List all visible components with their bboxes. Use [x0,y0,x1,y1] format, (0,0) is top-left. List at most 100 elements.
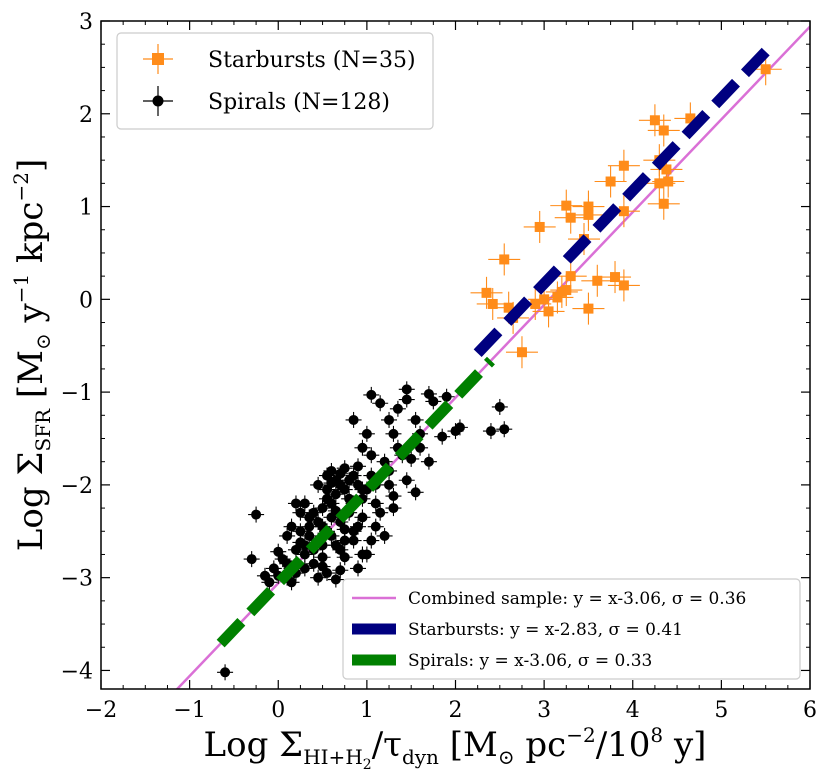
circle-marker [366,450,377,461]
y-tick-label: 3 [79,10,93,35]
spirals-point [367,518,384,535]
circle-marker [304,521,315,532]
spirals-point [350,560,367,577]
spirals-point [336,460,353,477]
circle-marker [450,426,461,437]
circle-marker [286,521,297,532]
circle-marker [246,554,257,565]
spirals-point [398,391,415,408]
x-tick-label: 5 [714,698,728,723]
circle-marker [357,512,368,523]
circle-marker [366,389,377,400]
x-tick-label: 2 [449,698,463,723]
spirals-point [332,541,349,558]
square-marker [561,200,572,211]
circle-marker [299,498,310,509]
circle-marker [290,498,301,509]
spirals-point [372,504,389,521]
circle-marker [251,509,262,520]
legend-label-starbursts: Starbursts (N=35) [208,48,416,73]
spirals-point [482,423,499,440]
circle-marker [330,574,341,585]
spirals-point [243,551,260,568]
spirals-point [327,486,344,503]
starbursts-point [647,187,680,220]
spirals-point [217,664,234,681]
circle-marker [326,478,337,489]
spirals-point [350,458,367,475]
spirals-point [345,411,362,428]
y-axis-label: Log ΣSFR [M⊙ y−1 kpc−2] [9,159,55,551]
legend-item-combined: Combined sample: y = x-3.06, σ = 0.36 [352,589,746,609]
circle-marker [441,391,452,402]
starbursts-point [581,264,614,297]
legend-circle-marker [152,95,164,107]
legend-item-starburst-fit: Starbursts: y = x-2.83, σ = 0.41 [352,620,683,640]
circle-marker [499,424,510,435]
square-marker [760,64,771,75]
square-marker [685,113,696,124]
circle-marker [366,535,377,546]
x-tick-label: 3 [537,698,551,723]
spirals-point [318,565,335,582]
starbursts-point [476,287,509,320]
y-tick-label: 1 [79,196,93,221]
y-tick-label: −1 [61,381,93,406]
spirals-point [283,518,300,535]
circle-marker [370,498,381,509]
square-marker [618,280,629,291]
spirals-point [310,476,327,493]
circle-marker [317,503,328,514]
spirals-point [363,447,380,464]
spirals-point [287,495,304,512]
spirals-point [403,450,420,467]
circle-marker [344,475,355,486]
starbursts-point [572,292,605,325]
circle-marker [313,479,324,490]
circle-marker [335,565,346,576]
spirals-point [336,532,353,549]
legend-fits: Combined sample: y = x-3.06, σ = 0.36 St… [342,578,801,680]
circle-marker [348,526,359,537]
spirals-point [301,509,318,526]
square-marker [503,302,514,313]
legend-label-spirals: Spirals (N=128) [208,90,390,115]
legend-item-starbursts: Starbursts (N=35) [143,44,416,74]
spirals-point [496,421,513,438]
square-marker [534,221,545,232]
starbursts-point [599,261,632,294]
spirals-point [354,509,371,526]
circle-marker [401,394,412,405]
y-tick-label: −2 [61,474,93,499]
square-marker [481,287,492,298]
starbursts-point [505,336,538,369]
spirals-point [447,423,464,440]
circle-marker [282,530,293,541]
circle-marker [339,552,350,563]
starbursts-point [647,114,680,147]
circle-marker [410,487,421,498]
starbursts-fit-line [473,43,775,357]
spirals-point [381,411,398,428]
circle-marker [361,428,372,439]
circle-marker [406,453,417,464]
legend-item-spirals: Spirals (N=128) [143,86,390,116]
circle-marker [339,524,350,535]
square-marker [539,294,550,305]
square-marker [661,164,672,175]
square-marker [663,176,674,187]
circle-marker [268,563,279,574]
y-tick-label: 2 [79,103,93,128]
circle-marker [220,667,231,678]
circle-marker [485,426,496,437]
square-marker [610,272,621,283]
circle-marker [370,521,381,532]
spirals-point [358,546,375,563]
circle-marker [326,498,337,509]
circle-marker [348,414,359,425]
circle-marker [375,398,386,409]
square-marker [487,298,498,309]
circle-marker [317,552,328,563]
circle-marker [313,572,324,583]
square-marker [592,275,603,286]
